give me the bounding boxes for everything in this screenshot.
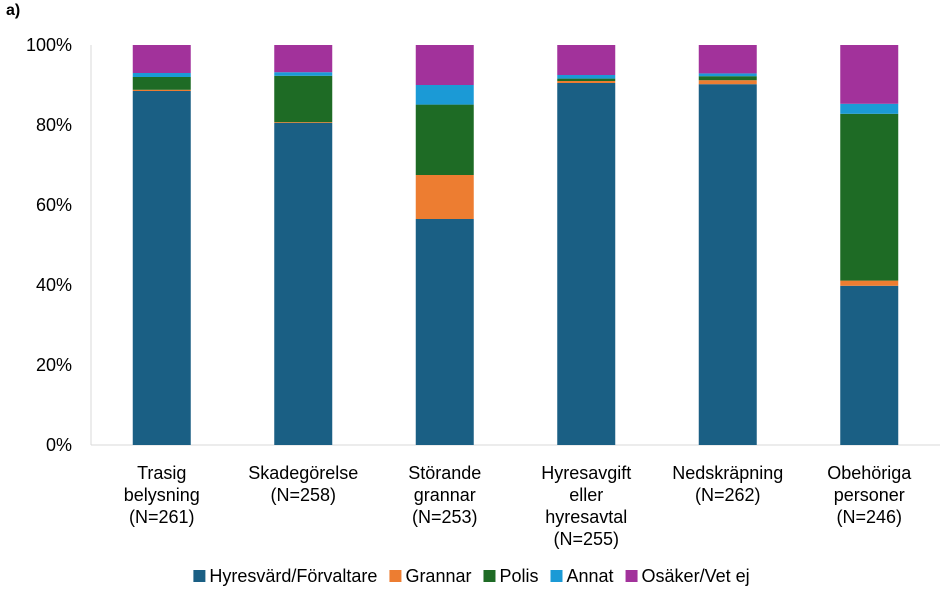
legend-label: Grannar	[405, 566, 471, 586]
x-category-label: (N=253)	[412, 507, 478, 527]
bar-segment-polis	[274, 75, 333, 123]
legend-swatch	[483, 570, 496, 582]
bar-segment-os-ker-vet-ej	[415, 45, 474, 85]
y-tick-label: 80%	[36, 115, 72, 135]
x-category-label: Trasig	[137, 463, 186, 483]
x-category-label: (N=255)	[553, 529, 619, 549]
x-category-label: Hyresavgift	[541, 463, 631, 483]
legend-swatch	[193, 570, 206, 582]
bar-segment-grannar	[698, 80, 757, 85]
bar-segment-annat	[415, 85, 474, 105]
x-category-label: Obehöriga	[827, 463, 912, 483]
x-category-label: (N=262)	[695, 485, 761, 505]
bar-segment-annat	[840, 103, 899, 114]
x-category-label: personer	[834, 485, 905, 505]
bar-segment-hyresv-rd-f-rvaltare	[415, 219, 474, 445]
bar-segment-polis	[698, 76, 757, 81]
x-category-label: grannar	[414, 485, 476, 505]
bar-segment-os-ker-vet-ej	[557, 45, 616, 75]
y-tick-label: 20%	[36, 355, 72, 375]
legend-swatch	[550, 570, 563, 582]
bar-segment-annat	[557, 75, 616, 79]
bar-segment-os-ker-vet-ej	[132, 45, 191, 73]
bar-segment-hyresv-rd-f-rvaltare	[132, 91, 191, 445]
bar-segment-os-ker-vet-ej	[698, 45, 757, 74]
y-tick-label: 60%	[36, 195, 72, 215]
x-category-label: (N=258)	[270, 485, 336, 505]
bar-segment-hyresv-rd-f-rvaltare	[840, 285, 899, 445]
bar-segment-os-ker-vet-ej	[274, 45, 333, 73]
bar-segment-annat	[698, 73, 757, 77]
bar-segment-hyresv-rd-f-rvaltare	[274, 123, 333, 445]
x-category-label: Nedskräpning	[672, 463, 783, 483]
x-category-label: hyresavtal	[545, 507, 627, 527]
x-category-label: (N=261)	[129, 507, 195, 527]
legend-label: Polis	[499, 566, 538, 586]
bar-segment-os-ker-vet-ej	[840, 45, 899, 104]
bar-segment-polis	[132, 77, 191, 90]
legend: Hyresvärd/Förvaltare Grannar Polis Annat Osä…	[193, 566, 750, 586]
x-category-label: eller	[569, 485, 603, 505]
y-tick-label: 0%	[46, 435, 72, 455]
bar-segment-polis	[557, 78, 616, 81]
x-category-label: Skadegörelse	[248, 463, 358, 483]
y-tick-label: 40%	[36, 275, 72, 295]
bar-segment-polis	[415, 104, 474, 175]
bar-segment-grannar	[415, 175, 474, 219]
bar-segment-grannar	[840, 280, 899, 286]
y-axis: 0% 20% 40% 60% 80% 100%	[26, 35, 940, 455]
bar-segment-annat	[274, 72, 333, 76]
x-category-label: (N=246)	[836, 507, 902, 527]
panel-label: a)	[6, 2, 20, 19]
bar-segment-grannar	[557, 81, 616, 83]
legend-label: Osäker/Vet ej	[642, 566, 750, 586]
bar-segment-annat	[132, 73, 191, 77]
bars	[132, 45, 899, 445]
legend-swatch	[389, 570, 402, 582]
bar-segment-hyresv-rd-f-rvaltare	[557, 83, 616, 445]
bar-segment-polis	[840, 113, 899, 281]
x-category-label: Störande	[408, 463, 481, 483]
x-category-label: belysning	[124, 485, 200, 505]
y-tick-label: 100%	[26, 35, 72, 55]
legend-label: Hyresvärd/Förvaltare	[209, 566, 377, 586]
bar-segment-grannar	[274, 122, 333, 123]
legend-label: Annat	[567, 566, 614, 586]
legend-swatch	[625, 570, 638, 582]
bar-segment-hyresv-rd-f-rvaltare	[698, 84, 757, 445]
bar-segment-grannar	[132, 89, 191, 91]
